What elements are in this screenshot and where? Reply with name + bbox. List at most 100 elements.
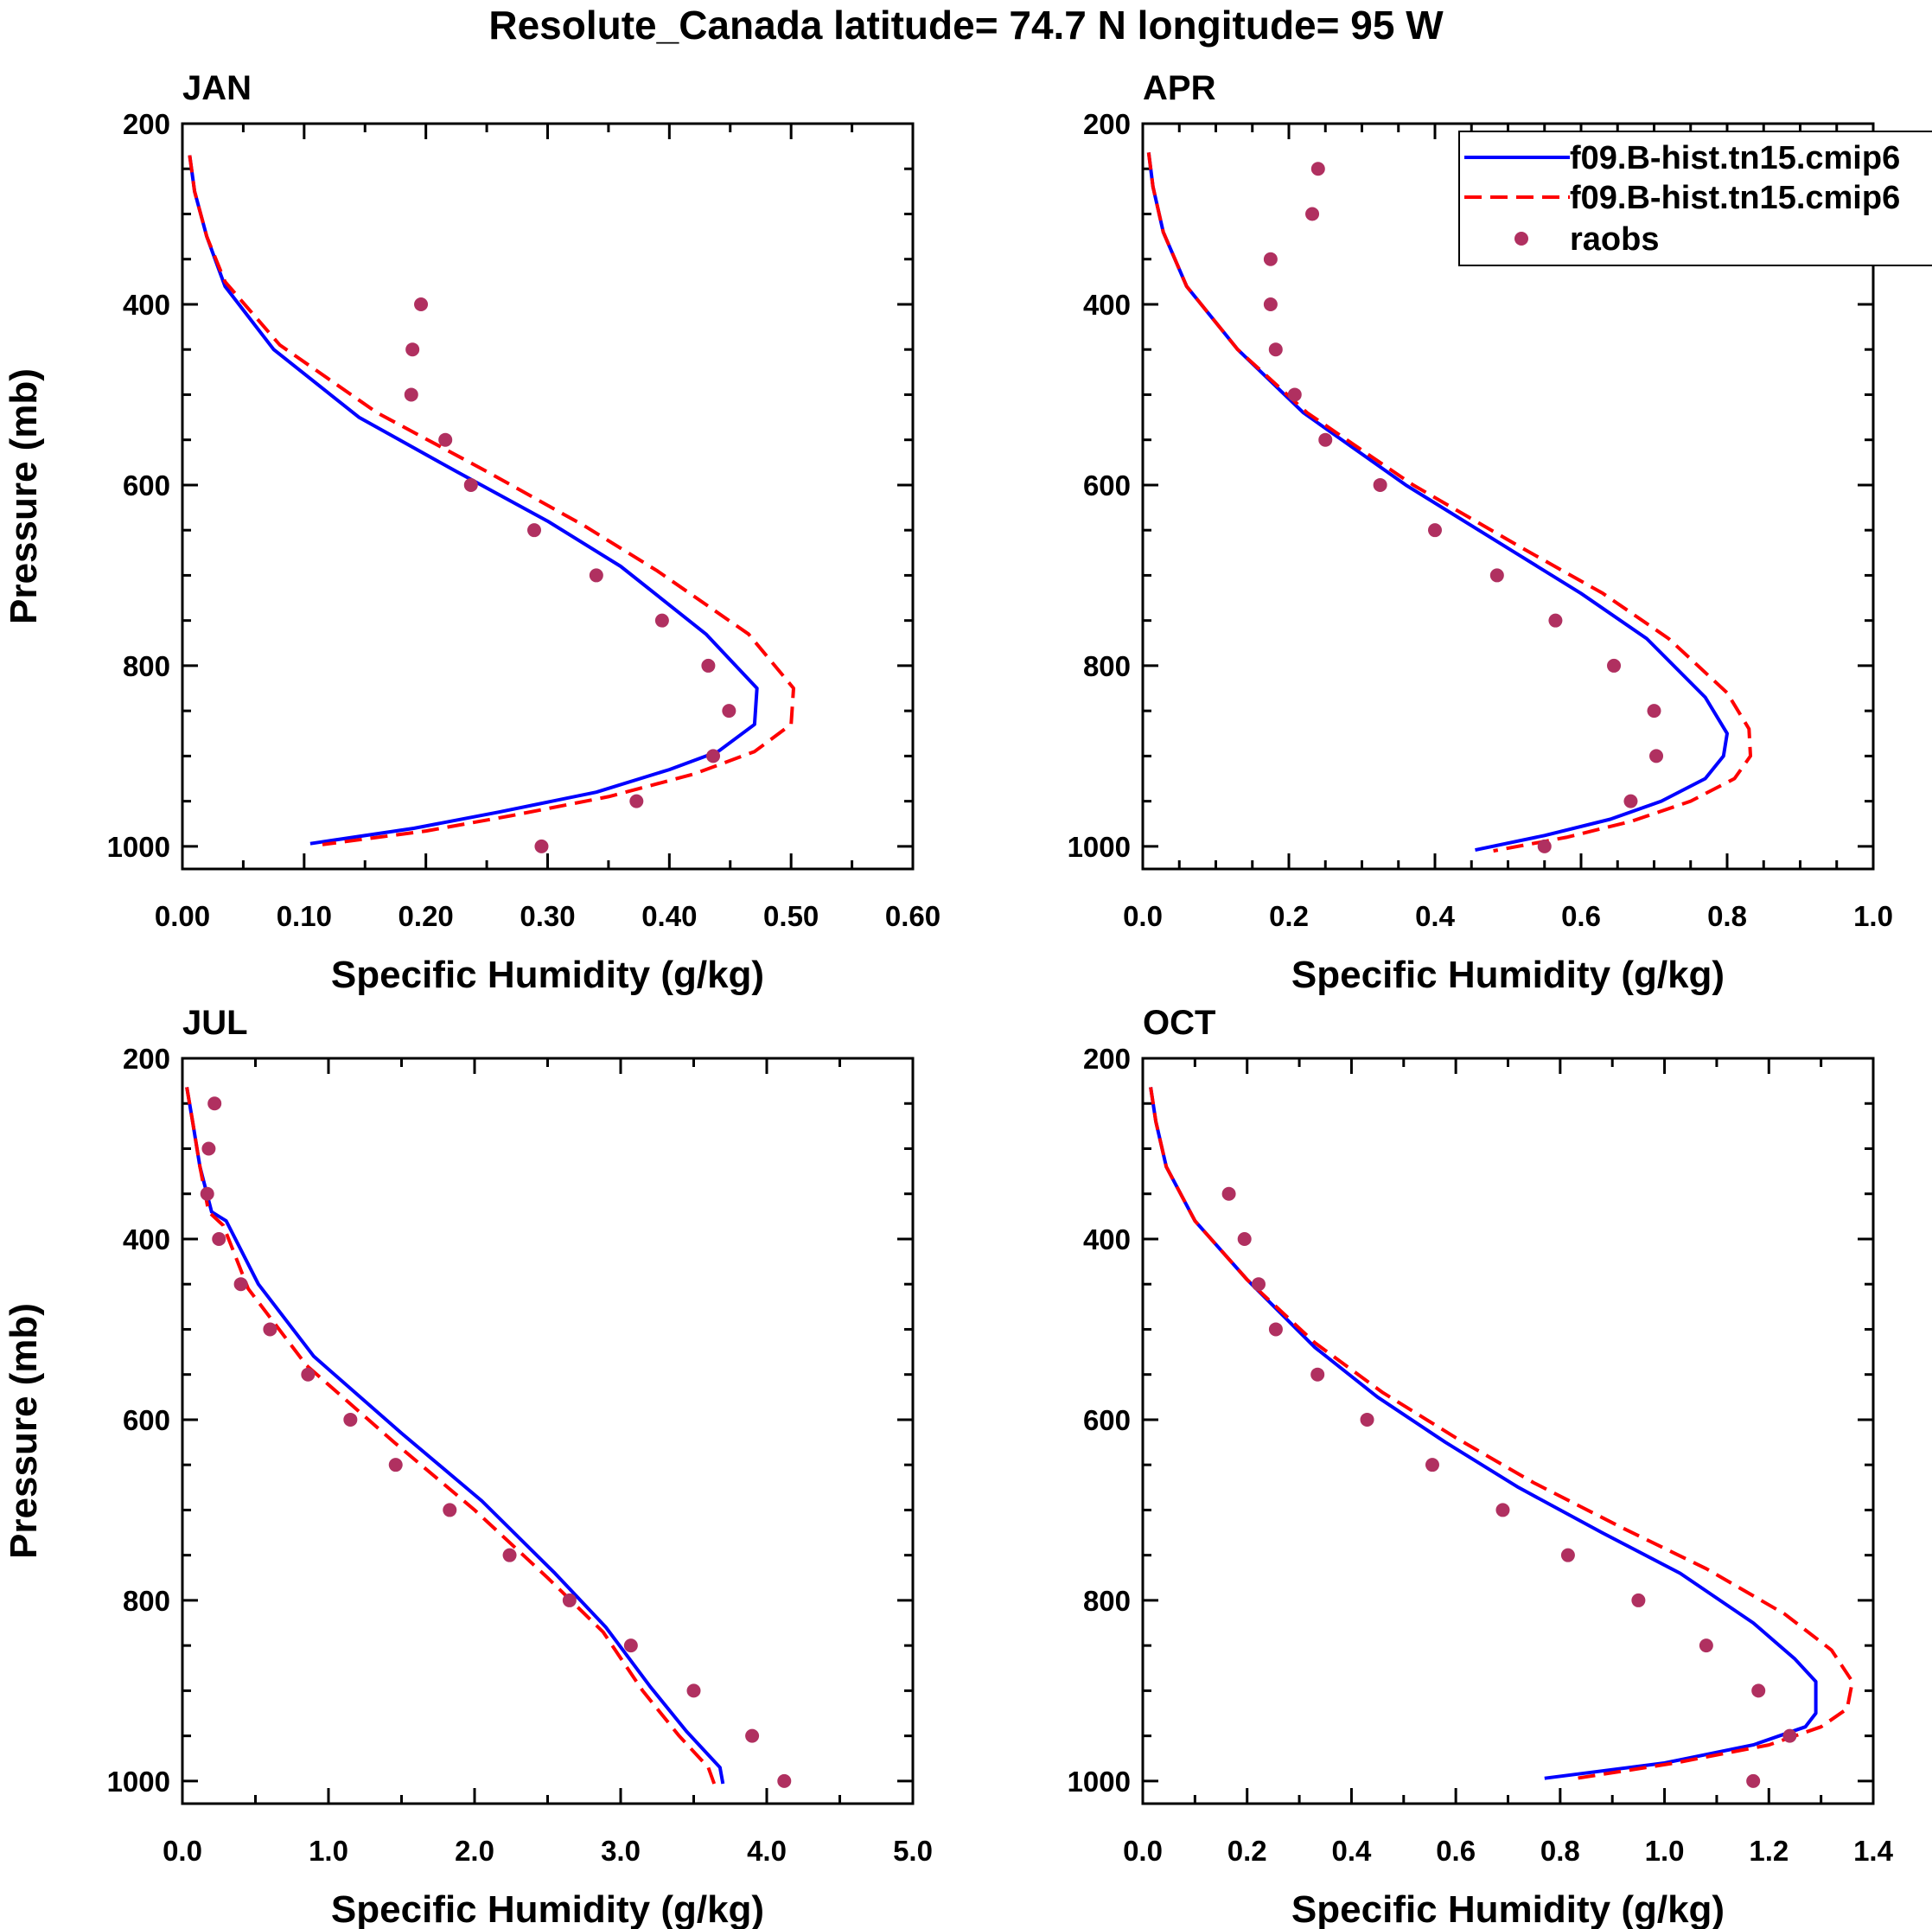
y-tick-label: 200 <box>1083 1043 1131 1075</box>
y-axis-label: Pressure (mb) <box>3 1303 45 1559</box>
y-tick-label: 1000 <box>107 1766 170 1798</box>
plot-data <box>188 155 795 853</box>
y-tick-label: 1000 <box>1068 831 1131 863</box>
y-axis-label: Pressure (mb) <box>3 368 45 624</box>
raobs-point <box>722 704 736 719</box>
legend: f09.B-hist.tn15.cmip6 f09.B-hist.tn15.cmi… <box>1458 131 1932 266</box>
x-axis-label: Specific Humidity (g/kg) <box>331 954 764 996</box>
x-tick-label: 3.0 <box>601 1835 641 1867</box>
y-tick-label: 1000 <box>1068 1766 1131 1798</box>
plot-data <box>185 1087 792 1788</box>
x-tick-label: 5.0 <box>893 1835 933 1867</box>
x-tick-label: 0.6 <box>1561 900 1601 932</box>
x-tick-label: 0.00 <box>155 900 210 932</box>
raobs-point <box>1251 1277 1266 1292</box>
y-tick-label: 400 <box>123 289 170 321</box>
raobs-point <box>1237 1231 1252 1246</box>
raobs-point <box>706 749 721 763</box>
x-tick-label: 0.4 <box>1331 1835 1372 1867</box>
x-tick-label: 0.8 <box>1707 900 1747 932</box>
raobs-point <box>1782 1728 1797 1743</box>
x-tick-label: 2.0 <box>455 1835 494 1867</box>
x-tick-label: 0.8 <box>1540 1835 1580 1867</box>
raobs-point <box>1360 1412 1374 1427</box>
x-tick-label: 0.2 <box>1269 900 1309 932</box>
series-line-solid <box>188 155 759 846</box>
raobs-point <box>1649 749 1664 763</box>
raobs-point <box>263 1322 277 1337</box>
x-tick-label: 1.2 <box>1749 1835 1789 1867</box>
panel-title: OCT <box>1143 1004 1215 1042</box>
raobs-point <box>404 387 418 402</box>
series-line-dashed <box>1149 1087 1854 1781</box>
y-tick-label: 1000 <box>107 831 170 863</box>
x-tick-label: 0.20 <box>399 900 454 932</box>
y-tick-label: 600 <box>123 1404 170 1436</box>
raobs-point <box>414 297 429 311</box>
raobs-point <box>686 1683 701 1698</box>
x-tick-label: 0.2 <box>1227 1835 1267 1867</box>
raobs-point <box>301 1367 316 1382</box>
raobs-point <box>1310 1367 1325 1382</box>
raobs-point <box>1318 432 1333 447</box>
series-line-dashed <box>1146 152 1752 853</box>
raobs-point <box>1699 1638 1713 1653</box>
y-tick-label: 200 <box>123 1043 170 1075</box>
x-tick-label: 0.6 <box>1436 1835 1476 1867</box>
y-tick-label: 600 <box>1083 469 1131 501</box>
raobs-point <box>438 432 453 447</box>
x-tick-label: 1.0 <box>1645 1835 1685 1867</box>
raobs-point <box>1548 613 1563 628</box>
y-tick-label: 400 <box>1083 1223 1131 1255</box>
x-axis-label: Specific Humidity (g/kg) <box>331 1888 764 1929</box>
raobs-point <box>1751 1683 1766 1698</box>
y-tick-label: 800 <box>123 650 170 682</box>
raobs-point <box>1425 1458 1439 1472</box>
panel-oct: OCT 0.0 0.2 0.4 0.6 0.8 1.0 1.2 1.4 200 400 600 800 1… <box>1068 1004 1894 1929</box>
raobs-point <box>201 1141 216 1156</box>
x-tick-label: 0.0 <box>1123 1835 1163 1867</box>
panel-jan: JAN 0.00 0.10 0.20 0.30 0.40 0.50 0.60 200 400 600… <box>3 69 940 996</box>
raobs-point <box>1268 342 1283 357</box>
raobs-point <box>623 1638 638 1653</box>
figure-title: Resolute_Canada latitude= 74.7 N longitu… <box>488 3 1444 48</box>
raobs-point <box>443 1503 457 1517</box>
y-tick-label: 200 <box>1083 108 1131 140</box>
raobs-point <box>1373 477 1387 492</box>
x-tick-label: 1.0 <box>1853 900 1893 932</box>
raobs-point <box>207 1096 222 1111</box>
panel-title: APR <box>1143 69 1216 107</box>
plot-frame <box>181 1057 915 1805</box>
raobs-point <box>745 1728 760 1743</box>
x-tick-label: 0.30 <box>520 900 575 932</box>
y-tick-label: 800 <box>123 1585 170 1617</box>
y-tick-label: 600 <box>1083 1404 1131 1436</box>
raobs-point <box>1305 207 1320 221</box>
plot-data <box>1146 152 1752 853</box>
raobs-point <box>654 613 669 628</box>
legend-label: f09.B-hist.tn15.cmip6 <box>1570 140 1900 176</box>
series-line-solid <box>185 1087 725 1785</box>
series-line-dashed <box>185 1087 717 1785</box>
legend-label: raobs <box>1570 221 1659 258</box>
raobs-point <box>1489 568 1504 583</box>
x-axis-label: Specific Humidity (g/kg) <box>1291 954 1725 996</box>
x-tick-label: 0.60 <box>885 900 940 932</box>
raobs-point <box>1263 297 1278 311</box>
raobs-point <box>463 477 478 492</box>
raobs-point <box>589 568 603 583</box>
x-tick-label: 4.0 <box>747 1835 787 1867</box>
x-tick-label: 0.0 <box>1123 900 1163 932</box>
raobs-point <box>777 1773 792 1788</box>
raobs-point <box>1631 1593 1646 1607</box>
panel-title: JUL <box>182 1004 248 1042</box>
raobs-point <box>1623 794 1638 808</box>
raobs-point <box>1310 162 1325 176</box>
y-tick-label: 800 <box>1083 1585 1131 1617</box>
y-tick-label: 800 <box>1083 650 1131 682</box>
panel-title: JAN <box>182 69 252 107</box>
raobs-point <box>405 342 420 357</box>
raobs-point <box>200 1186 214 1201</box>
raobs-point <box>233 1277 248 1292</box>
raobs-point <box>562 1593 577 1607</box>
